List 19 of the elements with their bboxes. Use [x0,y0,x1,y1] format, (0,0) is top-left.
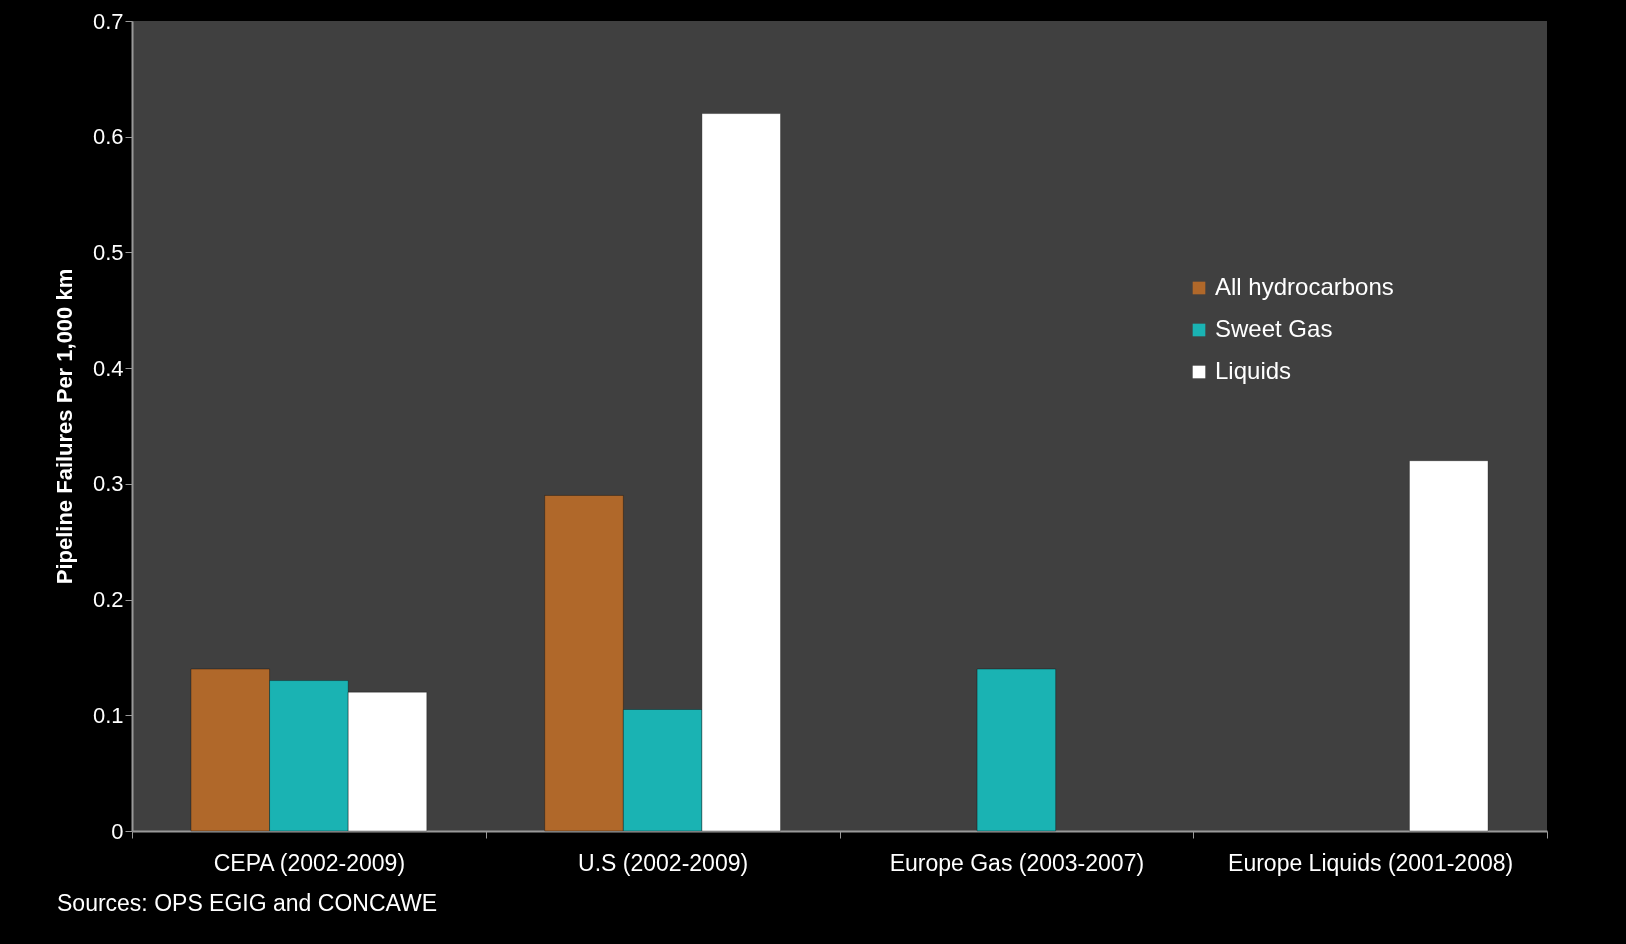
bar [976,668,1057,832]
y-tick-label: 0.6 [92,124,124,150]
y-tick-label: 0.2 [92,587,124,613]
y-tick-label: 0.1 [92,702,124,728]
y-axis-title: Pipeline Failures Per 1,000 km [51,268,77,585]
y-tick-label: 0.5 [92,239,124,265]
legend-label: All hydrocarbons [1215,273,1394,300]
x-tick-label: Europe Gas (2003-2007) [889,849,1145,876]
legend-label: Liquids [1215,357,1292,384]
y-tick-label: 0.7 [92,8,124,34]
y-tick-label: 0.4 [92,355,124,381]
bar [1408,460,1489,832]
x-tick-label: U.S (2002-2009) [578,849,749,876]
x-tick-label: CEPA (2002-2009) [213,849,406,876]
legend-label: Sweet Gas [1215,315,1333,342]
y-tick-label: 0.3 [92,471,124,497]
y-tick-label: 0 [111,818,124,844]
source-note: Sources: OPS EGIG and CONCAWE [57,890,438,916]
x-tick-label: Europe Liquids (2001-2008) [1228,849,1514,876]
